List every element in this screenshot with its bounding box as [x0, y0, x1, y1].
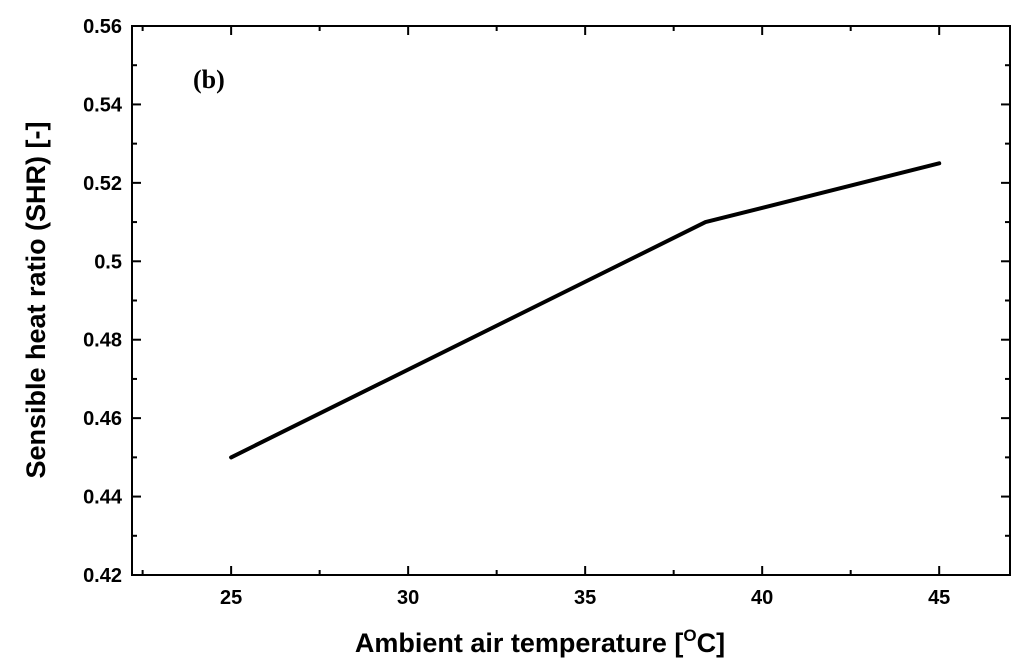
- y-tick-label: 0.52: [83, 173, 122, 195]
- y-tick-label: 0.44: [83, 487, 123, 509]
- y-tick-label: 0.5: [94, 251, 122, 273]
- x-tick-label: 30: [397, 587, 419, 609]
- x-tick-label: 40: [751, 587, 773, 609]
- y-axis-title: Sensible heat ratio (SHR) [-]: [21, 121, 51, 478]
- x-axis-title: Ambient air temperature [OC]: [355, 626, 725, 658]
- y-tick-label: 0.46: [83, 408, 122, 430]
- series-group: [229, 161, 942, 460]
- y-tick-label: 0.48: [83, 330, 122, 352]
- plot-frame: [131, 25, 1011, 576]
- series-line: [229, 161, 942, 460]
- axis-ticks: [132, 25, 1010, 576]
- y-tick-label: 0.56: [83, 16, 122, 38]
- y-tick-label: 0.54: [83, 94, 123, 116]
- x-tick-label: 35: [574, 587, 596, 609]
- y-tick-label: 0.42: [83, 565, 122, 587]
- tick-labels: 25 30 35 40 45 0.42 0.44 0.46 0.48 0.5 0.52 0.54 0.5…: [83, 16, 950, 609]
- x-tick-label: 25: [220, 587, 242, 609]
- panel-label: (b): [193, 65, 225, 94]
- x-tick-label: 45: [928, 587, 950, 609]
